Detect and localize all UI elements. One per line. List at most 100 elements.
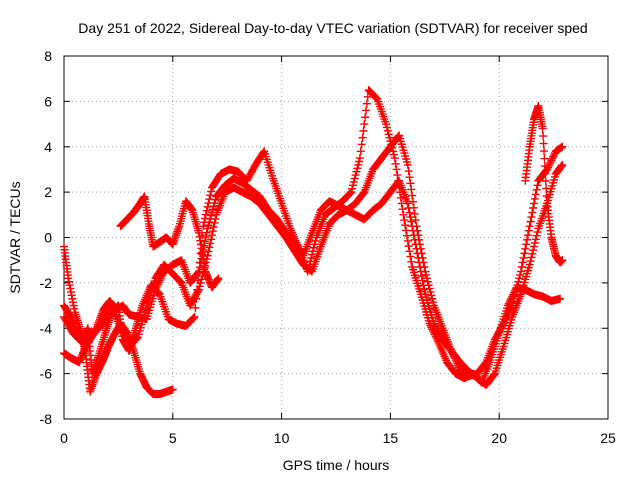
data-point [410,235,419,244]
data-point [541,169,550,178]
data-point [516,267,525,276]
data-point [382,120,391,129]
data-point [520,249,529,258]
x-tick-label: 0 [60,430,68,446]
x-tick-label: 15 [383,430,399,446]
data-point [259,148,268,157]
data-point [426,287,435,296]
data-point [214,274,223,283]
data-point [410,209,419,218]
x-tick-label: 25 [600,430,616,446]
data-point [530,238,539,247]
data-point [207,235,216,244]
data-point [352,167,361,176]
data-point [348,181,357,190]
y-tick-label: -4 [40,320,53,336]
data-point [99,319,108,328]
y-tick-label: -2 [40,275,53,291]
data-point [132,335,141,344]
data-point [427,291,436,300]
data-point [201,210,210,219]
data-point [209,223,218,232]
data-point [385,133,394,142]
data-point [362,99,371,108]
y-tick-label: 2 [44,184,52,200]
data-point [345,189,354,198]
series-track-4 [60,160,567,389]
data-point [412,244,421,253]
data-point [556,294,565,303]
data-point [408,191,417,200]
data-point [351,171,360,180]
data-point [531,190,540,199]
data-point [194,285,203,294]
data-point [523,231,532,240]
data-point [515,274,524,283]
data-point [202,228,211,237]
x-axis-label: GPS time / hours [283,457,390,473]
data-point [358,133,367,142]
data-point [500,317,509,326]
data-point [525,260,534,269]
data-point [510,291,519,300]
data-point [154,278,163,287]
data-point [498,321,507,330]
data-point [530,242,539,251]
data-point [191,303,200,312]
data-point [411,240,420,249]
data-point [383,126,392,135]
data-point [354,160,363,169]
data-point [133,334,142,343]
data-point [347,188,356,197]
data-point [310,240,319,249]
data-point [407,217,416,226]
data-point [407,257,416,266]
data-point [406,179,415,188]
data-point [168,385,177,394]
data-point [533,228,542,237]
data-point [404,167,413,176]
data-point [355,154,364,163]
data-point [391,159,400,168]
data-point [400,216,409,225]
data-point [525,222,534,231]
data-point [405,173,414,182]
data-point [415,262,424,271]
data-point [539,132,548,141]
data-point [355,157,364,166]
data-point [384,130,393,139]
data-point [548,154,557,163]
y-tick-label: 0 [44,230,52,246]
data-point [356,147,365,156]
series-track-6 [521,101,567,267]
data-point [152,283,161,292]
data-point [422,274,431,283]
data-point [189,313,198,322]
data-point [363,92,372,101]
data-point [211,214,220,223]
data-point [346,189,355,198]
data-point [389,150,398,159]
data-point [117,326,126,335]
data-point [519,253,528,262]
data-point [403,199,412,208]
data-point [509,298,518,307]
data-point [102,312,111,321]
data-point [406,252,415,261]
data-point [349,177,358,186]
data-point [402,231,411,240]
data-point [359,189,368,198]
data-point [516,270,525,279]
data-point [401,221,410,230]
data-point [542,191,551,200]
data-point [529,246,538,255]
data-point [539,139,548,148]
y-axis: -8 -6 -4 -2 0 2 4 6 8 [40,48,608,427]
data-point [399,210,408,219]
data-point [422,270,431,279]
data-point [392,165,401,174]
data-point [396,193,405,202]
data-point [360,120,369,129]
data-point [518,258,527,267]
data-point [415,258,424,267]
